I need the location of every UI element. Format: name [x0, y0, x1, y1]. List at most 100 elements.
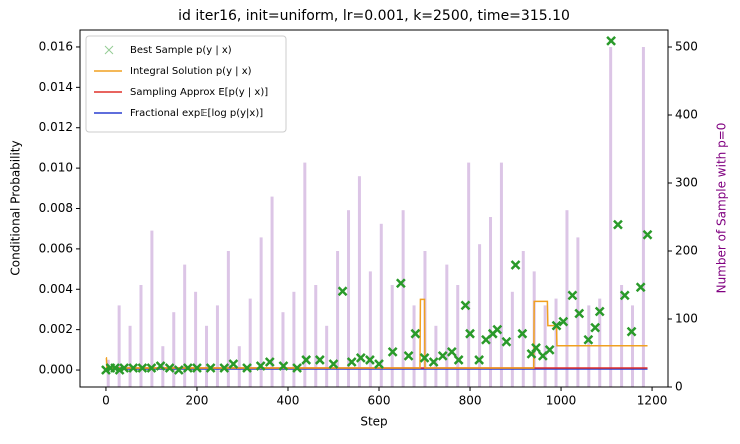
legend-label: Fractional exp𝔼[log p(y|x)]: [130, 108, 263, 119]
marker: [590, 322, 601, 333]
marker: [474, 355, 485, 365]
marker: [374, 359, 384, 369]
y2-tick-label: 200: [675, 244, 698, 258]
bar: [368, 271, 372, 387]
bar: [292, 291, 296, 387]
bar: [445, 264, 449, 387]
marker: [228, 359, 239, 369]
bar: [357, 176, 361, 387]
marker: [567, 290, 578, 301]
marker: [626, 326, 637, 337]
marker: [531, 342, 541, 353]
marker: [510, 260, 521, 270]
bar: [117, 305, 121, 387]
x-axis-label: Step: [360, 415, 387, 429]
bar: [336, 251, 340, 387]
bar: [347, 210, 351, 387]
bar: [281, 312, 285, 387]
marker: [619, 290, 630, 301]
y2-tick-label: 100: [675, 312, 698, 326]
y-tick-label: 0.012: [39, 120, 73, 134]
marker: [301, 355, 312, 365]
bar: [456, 285, 460, 387]
marker: [278, 361, 289, 371]
marker: [517, 328, 528, 339]
bar: [412, 305, 416, 387]
legend-marker: [104, 45, 114, 55]
bar: [303, 162, 307, 387]
x-tick-label: 800: [459, 394, 482, 408]
marker: [544, 344, 555, 355]
marker: [164, 363, 175, 373]
marker: [137, 363, 148, 373]
bar: [194, 291, 198, 387]
y-tick-label: 0.008: [39, 201, 73, 215]
chart-title: id iter16, init=uniform, lr=0.001, k=250…: [178, 8, 570, 24]
marker: [395, 278, 406, 289]
marker: [128, 363, 139, 373]
marker: [501, 336, 512, 347]
marker: [460, 300, 471, 311]
y2-axis-label: Number of Sample with p=0: [715, 123, 729, 294]
y-tick-label: 0.006: [39, 241, 73, 255]
x-tick-label: 400: [277, 394, 300, 408]
bar: [314, 285, 318, 387]
x-tick-label: 200: [186, 394, 209, 408]
marker: [403, 351, 414, 361]
marker: [446, 346, 457, 357]
bar: [259, 237, 263, 387]
marker: [292, 363, 302, 373]
marker: [428, 357, 439, 367]
bar: [237, 346, 241, 387]
marker: [337, 286, 348, 297]
marker: [437, 351, 448, 361]
y-tick-label: 0.002: [39, 322, 73, 336]
bar: [598, 298, 602, 387]
y-tick-label: 0.016: [39, 39, 73, 53]
marker: [264, 357, 275, 367]
marker: [387, 346, 398, 357]
bar: [554, 298, 558, 387]
bar: [270, 196, 274, 387]
marker: [594, 306, 605, 317]
marker: [219, 363, 230, 373]
bar: [499, 162, 503, 387]
y2-tick-label: 0: [675, 380, 683, 394]
y-tick-label: 0.004: [39, 282, 73, 296]
legend-label: Integral Solution p(y | x): [130, 66, 252, 77]
marker: [173, 365, 184, 375]
bar: [205, 325, 209, 387]
bar: [467, 162, 471, 387]
marker: [146, 363, 157, 373]
marker: [613, 219, 623, 230]
bar: [379, 223, 383, 387]
bar: [172, 312, 176, 387]
legend-label: Best Sample p(y | x): [130, 45, 232, 56]
legend: Best Sample p(y | x) Integral Solution p(…: [85, 35, 287, 133]
marker: [119, 363, 130, 373]
x-tick-label: 1200: [637, 394, 668, 408]
marker: [328, 359, 339, 369]
bar: [641, 47, 645, 387]
marker: [635, 282, 646, 293]
marker: [365, 355, 375, 365]
marker: [492, 324, 503, 335]
bar: [215, 305, 219, 387]
bar: [128, 325, 132, 387]
bar: [434, 325, 438, 387]
marker: [346, 357, 357, 367]
x-tick-label: 600: [368, 394, 391, 408]
bar: [620, 285, 624, 387]
marker: [192, 363, 202, 373]
bar: [543, 305, 547, 387]
marker: [583, 334, 594, 345]
bar: [325, 325, 329, 387]
bar: [248, 298, 252, 387]
marker: [255, 361, 266, 371]
marker: [465, 328, 475, 339]
plot-area: [101, 36, 653, 387]
y2-tick-label: 500: [675, 40, 698, 54]
legend-box: [85, 35, 287, 133]
y-tick-label: 0.014: [39, 80, 73, 94]
